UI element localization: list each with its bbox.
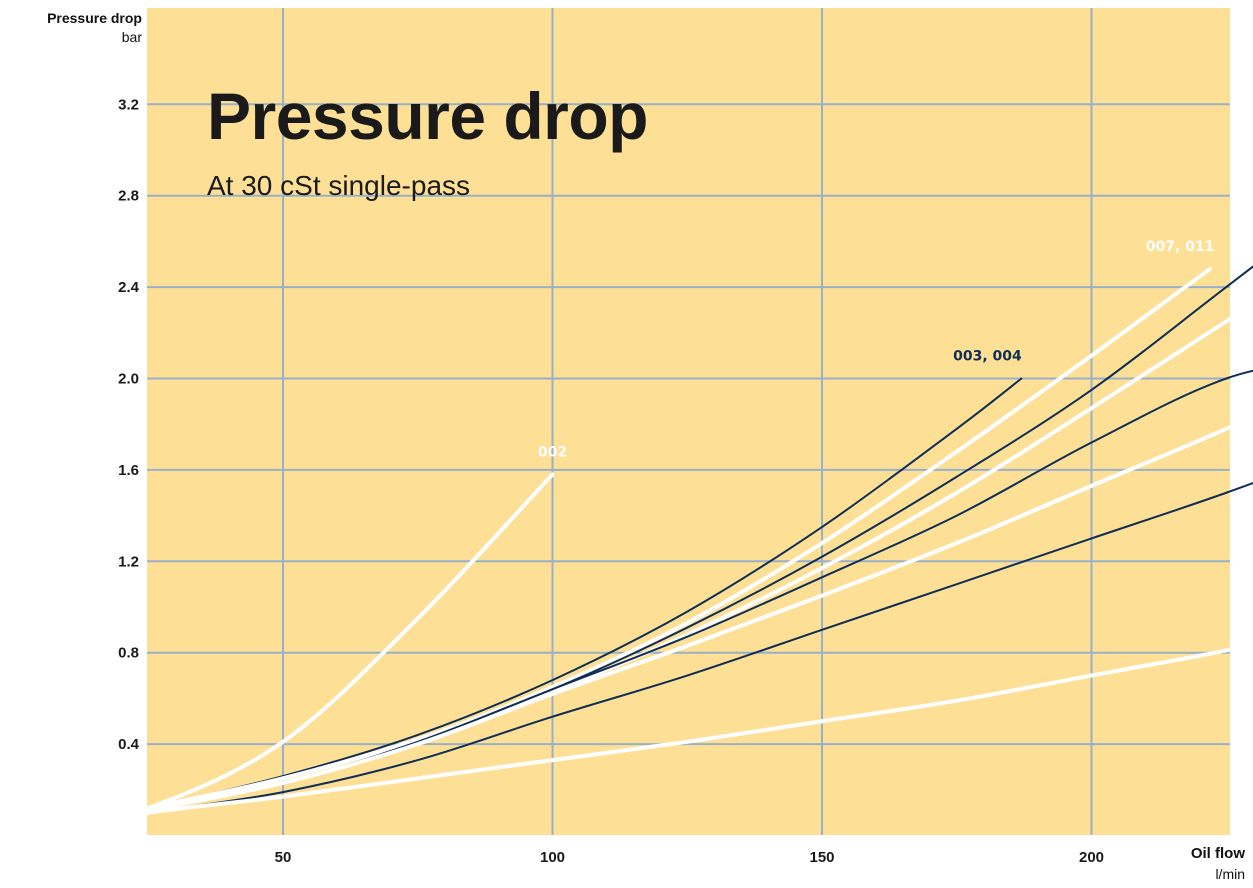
y-axis-title: Pressure drop <box>47 10 142 26</box>
series-line <box>38 414 1253 833</box>
plot-area <box>147 8 1230 835</box>
x-axis-title: Oil flow <box>1190 845 1245 862</box>
series-line <box>38 642 1253 833</box>
y-tick-label: 3.2 <box>118 96 139 113</box>
y-tick-label: 0.4 <box>118 736 140 753</box>
x-tick-label: 100 <box>540 849 565 866</box>
grid <box>147 8 1230 835</box>
series-label: 003, 004 <box>953 349 1022 365</box>
y-tick-label: 0.8 <box>118 645 139 662</box>
series-line <box>38 302 1253 833</box>
tick-labels: 501001502002503003500.40.81.21.62.02.42.… <box>118 96 1104 866</box>
x-tick-label: 150 <box>809 849 834 866</box>
series-label: 002 <box>538 444 567 460</box>
x-tick-label: 50 <box>275 849 292 866</box>
y-axis-unit: bar <box>121 29 142 45</box>
series-label: 007, 011 <box>1146 239 1215 255</box>
x-axis-unit: l/min <box>1215 866 1245 882</box>
chart-subtitle: At 30 cSt single-pass <box>207 170 471 201</box>
x-tick-label: 200 <box>1079 849 1104 866</box>
y-tick-label: 1.6 <box>118 462 139 479</box>
y-tick-label: 2.0 <box>118 371 139 388</box>
y-tick-label: 2.8 <box>118 188 139 205</box>
series-group <box>38 265 1253 833</box>
y-tick-label: 1.2 <box>118 553 139 570</box>
series-line <box>39 482 1253 832</box>
chart-title: Pressure drop <box>207 79 649 153</box>
y-tick-label: 2.4 <box>118 279 140 296</box>
